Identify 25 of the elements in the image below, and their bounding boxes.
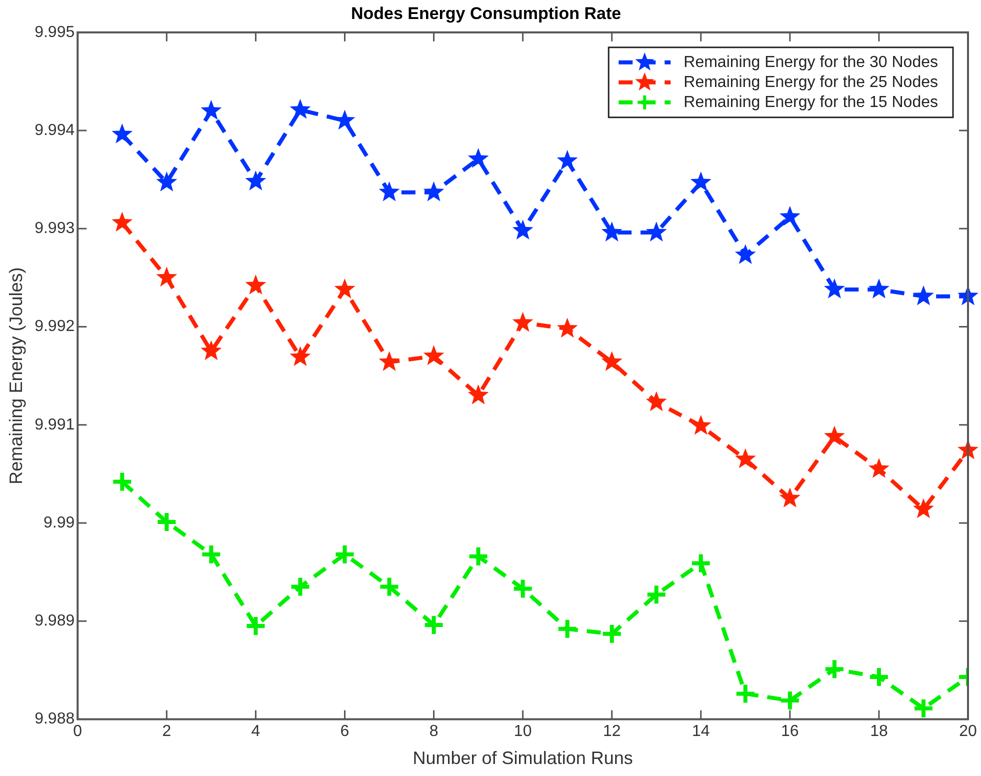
x-tick-label: 20 <box>959 723 977 740</box>
y-tick-label: 9.992 <box>34 318 75 336</box>
y-tick-label: 9.995 <box>34 24 75 41</box>
x-tick-label: 0 <box>73 723 82 740</box>
x-tick-label: 12 <box>602 723 621 740</box>
x-tick-label: 14 <box>692 723 710 740</box>
x-tick-label: 10 <box>514 723 532 740</box>
x-tick-label: 4 <box>251 723 260 740</box>
x-axis-title: Number of Simulation Runs <box>412 748 633 768</box>
x-tick-label: 8 <box>429 723 438 740</box>
x-tick-label: 16 <box>781 723 799 740</box>
legend-label: Remaining Energy for the 25 Nodes <box>684 74 938 91</box>
chart-title: Nodes Energy Consumption Rate <box>350 4 622 23</box>
y-tick-label: 9.994 <box>34 122 75 139</box>
legend-label: Remaining Energy for the 15 Nodes <box>684 94 938 111</box>
y-tick-label: 9.99 <box>44 514 75 532</box>
x-tick-label: 2 <box>162 723 172 740</box>
x-tick-label: 6 <box>340 723 350 740</box>
x-tick-label: 18 <box>870 723 888 740</box>
y-tick-label: 9.988 <box>34 710 75 728</box>
legend-label: Remaining Energy for the 30 Nodes <box>684 54 938 71</box>
y-tick-label: 9.993 <box>34 220 75 238</box>
y-axis-title: Remaining Energy (Joules) <box>6 267 26 484</box>
y-tick-label: 9.989 <box>34 612 75 630</box>
y-tick-label: 9.991 <box>34 416 75 434</box>
